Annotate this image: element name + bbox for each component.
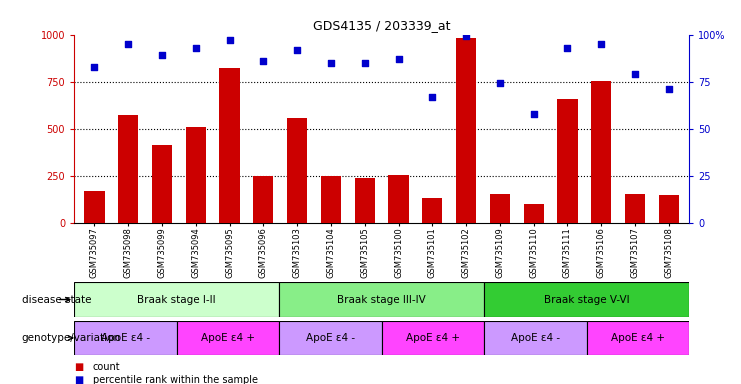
Text: ApoE ε4 +: ApoE ε4 + [611,333,665,343]
Bar [484,282,689,317]
Point [156,52,168,58]
Point [88,63,100,70]
Bar [152,145,172,223]
Bar [484,321,587,355]
Text: ApoE ε4 -: ApoE ε4 - [101,333,150,343]
Text: ■: ■ [74,375,83,384]
Bar [321,176,341,223]
Text: ApoE ε4 -: ApoE ε4 - [306,333,355,343]
Point [528,111,539,117]
Bar [422,198,442,223]
Text: Braak stage III-IV: Braak stage III-IV [337,295,426,305]
Point [460,33,472,40]
Bar [382,321,484,355]
Point [190,45,202,51]
Point [393,56,405,62]
Title: GDS4135 / 203339_at: GDS4135 / 203339_at [313,19,451,32]
Bar [287,118,308,223]
Bar [625,194,645,223]
Bar [355,177,375,223]
Text: ■: ■ [74,362,83,372]
Point [426,94,438,100]
Point [325,60,337,66]
Bar [118,116,139,223]
Text: ApoE ε4 -: ApoE ε4 - [511,333,560,343]
Point [224,37,236,43]
Point [562,45,574,51]
Bar [591,81,611,223]
Point [257,58,269,64]
Point [629,71,641,77]
Point [663,86,675,92]
Point [494,80,506,86]
Text: percentile rank within the sample: percentile rank within the sample [93,375,258,384]
Text: disease state: disease state [21,295,91,305]
Bar [74,282,279,317]
Bar [279,282,484,317]
Text: ApoE ε4 +: ApoE ε4 + [406,333,460,343]
Bar [279,321,382,355]
Bar [176,321,279,355]
Bar [587,321,689,355]
Bar [557,99,578,223]
Point [595,41,607,47]
Bar [659,195,679,223]
Bar [74,321,176,355]
Bar [456,38,476,223]
Text: count: count [93,362,120,372]
Bar [185,127,206,223]
Point [291,46,303,53]
Bar [253,176,273,223]
Bar [84,191,104,223]
Bar [490,195,510,223]
Text: Braak stage I-II: Braak stage I-II [137,295,216,305]
Text: genotype/variation: genotype/variation [21,333,121,343]
Point [122,41,134,47]
Bar [524,204,544,223]
Bar [388,175,408,223]
Text: ApoE ε4 +: ApoE ε4 + [201,333,255,343]
Text: Braak stage V-VI: Braak stage V-VI [544,295,629,305]
Point [359,60,370,66]
Bar [219,68,239,223]
